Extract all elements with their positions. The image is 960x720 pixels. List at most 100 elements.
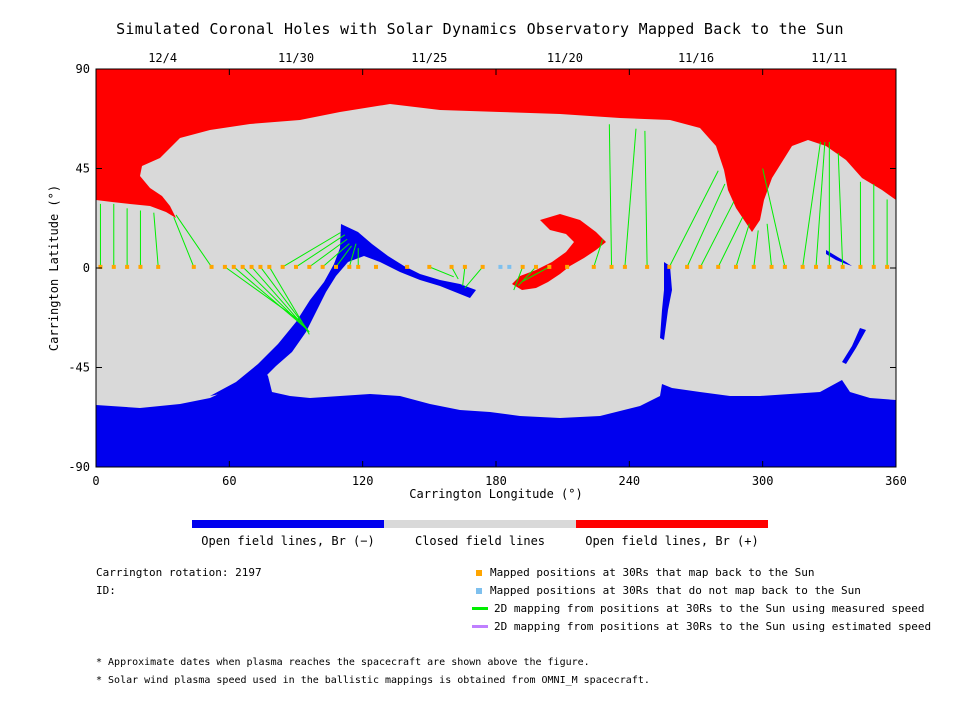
y-tick-label: 0 <box>83 261 90 275</box>
mapping-line <box>224 266 301 322</box>
top-date-label: 11/30 <box>278 51 314 65</box>
top-date-label: 11/16 <box>678 51 714 65</box>
mapping-line <box>153 212 159 267</box>
mapping-line <box>513 266 524 291</box>
green-line-icon <box>472 607 488 610</box>
x-tick-label: 300 <box>752 474 774 488</box>
negative-coronal-lane <box>210 224 476 396</box>
mapped-point <box>520 264 525 269</box>
mapped-point <box>334 264 338 269</box>
mapped-point <box>258 264 263 269</box>
mapping-line <box>429 266 454 278</box>
mapped-point <box>609 264 614 269</box>
blue-square-icon <box>476 587 482 594</box>
positive-island-hole <box>543 238 563 258</box>
mapping-line <box>268 266 310 335</box>
colorbar-label-positive: Open field lines, Br (+) <box>585 534 759 548</box>
negative-narrow-strip <box>660 262 672 340</box>
mapping-line <box>295 234 346 268</box>
negative-south-sliver <box>842 328 866 364</box>
mapped-point <box>356 264 361 269</box>
mapping-line <box>837 153 844 267</box>
mapped-point <box>840 264 845 269</box>
mapped-point <box>294 264 298 269</box>
mapping-line <box>522 266 550 282</box>
mapped-point <box>734 264 738 269</box>
note-speed: * Solar wind plasma speed used in the ba… <box>96 675 650 686</box>
legend-label: Mapped positions at 30Rs that map back t… <box>490 566 815 579</box>
top-date-label: 12/4 <box>148 51 177 65</box>
mapping-line <box>233 266 303 326</box>
mapping-line <box>462 266 466 286</box>
mapped-point <box>685 264 690 269</box>
mapped-point <box>231 264 236 269</box>
mapped-point <box>827 264 832 269</box>
chart-title: Simulated Coronal Holes with Solar Dynam… <box>116 20 844 38</box>
mapped-point <box>374 264 378 269</box>
mapping-line <box>762 168 786 268</box>
mapping-line <box>753 230 759 267</box>
mapped-point <box>427 264 432 269</box>
mapping-line <box>717 216 744 268</box>
mapped-point <box>307 264 312 269</box>
mapping-line <box>593 239 604 268</box>
legend-mapped: Mapped positions at 30Rs that map back t… <box>476 566 815 579</box>
legend-measured: 2D mapping from positions at 30Rs to the… <box>472 602 925 615</box>
mapping-line <box>322 243 350 268</box>
mapping-line <box>735 223 750 268</box>
carrington-rotation: Carrington rotation: 2197 <box>96 566 262 579</box>
mapped-point <box>885 264 890 269</box>
x-tick-label: 180 <box>485 474 507 488</box>
mapped-point <box>782 264 787 269</box>
mapping-line <box>309 238 348 268</box>
mapping-line <box>173 216 195 268</box>
mapped-point <box>156 264 161 269</box>
mapping-line <box>348 243 357 268</box>
x-tick-label: 240 <box>618 474 640 488</box>
mapped-point <box>222 264 227 269</box>
legend-label: Mapped positions at 30Rs that do not map… <box>490 584 861 597</box>
mapping-line <box>686 183 726 268</box>
mapping-line <box>699 201 735 268</box>
mapped-point <box>347 264 352 269</box>
colorbar-label-negative: Open field lines, Br (−) <box>201 534 375 548</box>
y-tick-label: 45 <box>76 162 90 176</box>
mapped-point <box>240 264 245 269</box>
colorbar-closed <box>384 520 576 528</box>
colorbar-label-closed: Closed field lines <box>414 534 546 548</box>
top-date-label: 11/25 <box>411 51 447 65</box>
mapping-line <box>668 170 719 268</box>
mapped-point <box>591 264 596 269</box>
id-label: ID: <box>96 584 116 597</box>
colorbar <box>192 520 768 528</box>
south-negative-coronal-hole <box>96 368 896 467</box>
mapped-point <box>449 264 454 269</box>
mapped-point <box>698 264 703 269</box>
mapping-line <box>282 232 341 268</box>
purple-line-icon <box>472 625 488 628</box>
mapping-line <box>766 223 773 267</box>
mapped-point <box>769 264 774 269</box>
mapping-line <box>815 141 826 267</box>
mapped-point <box>716 264 721 269</box>
mapped-point <box>138 264 143 269</box>
note-dates: * Approximate dates when plasma reaches … <box>96 657 590 668</box>
mapped-point <box>858 264 863 269</box>
legend-unmapped: Mapped positions at 30Rs that do not map… <box>476 584 861 597</box>
negative-small-strip <box>826 250 852 266</box>
mapped-point <box>547 264 552 269</box>
positive-island <box>512 214 606 290</box>
mapping-line <box>175 214 212 268</box>
mapped-point <box>209 264 214 269</box>
legend-label: 2D mapping from positions at 30Rs to the… <box>494 620 932 633</box>
legend-label: 2D mapping from positions at 30Rs to the… <box>494 602 925 615</box>
y-tick-label: 90 <box>76 62 90 76</box>
mapped-point <box>814 264 818 269</box>
mapped-point <box>111 264 116 269</box>
legend-estimated: 2D mapping from positions at 30Rs to the… <box>472 620 932 633</box>
y-tick-label: -45 <box>68 361 90 375</box>
x-axis-label: Carrington Longitude (°) <box>409 487 582 501</box>
y-axis-label: Carrington Latitude (°) <box>47 185 61 351</box>
mapped-point <box>462 264 467 269</box>
